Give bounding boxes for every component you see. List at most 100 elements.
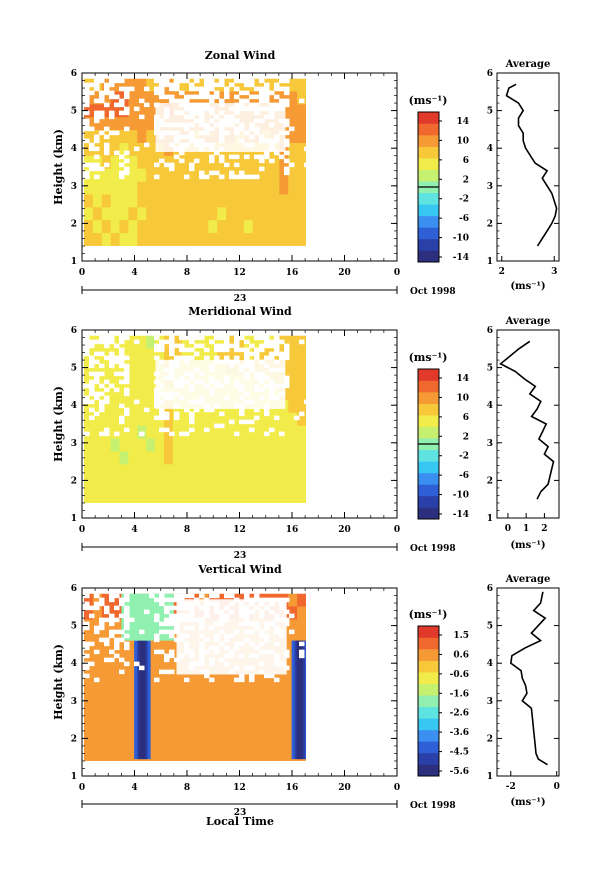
heatmap-cell — [119, 490, 129, 504]
data-gap — [234, 355, 240, 361]
heatmap-cell — [119, 207, 129, 221]
heatmap-cell — [172, 709, 183, 723]
heatmap-cell — [199, 722, 209, 736]
heatmap-cell — [279, 168, 289, 183]
heatmap-cell — [146, 657, 156, 672]
heatmap-cell — [297, 207, 307, 221]
data-gap — [254, 593, 260, 599]
heatmap-cell — [119, 748, 129, 762]
heatmap-cell — [110, 233, 121, 247]
data-gap — [279, 78, 285, 84]
heatmap-cell — [128, 748, 138, 762]
data-gap — [99, 78, 105, 84]
heatmap-cell — [252, 477, 263, 491]
data-gap — [244, 339, 250, 345]
heatmap-cell — [288, 142, 298, 157]
heatmap-cell — [146, 155, 156, 170]
data-gap — [274, 94, 280, 100]
data-gap — [84, 621, 90, 627]
heatmap-cell — [270, 722, 280, 736]
data-gap — [284, 166, 290, 172]
heatmap-cell — [137, 464, 147, 478]
data-gap — [99, 617, 105, 623]
heatmap-cell — [128, 477, 138, 491]
heatmap-cell — [199, 155, 209, 170]
data-gap — [214, 593, 220, 599]
heatmap-cell — [297, 348, 307, 362]
data-gap — [84, 431, 90, 437]
heatmap-cell — [163, 451, 174, 465]
data-gap — [214, 150, 220, 156]
heatmap-cell — [270, 438, 280, 453]
y-tick-label: 5 — [71, 364, 77, 374]
y-tick-label: 1 — [71, 514, 77, 524]
data-gap — [184, 431, 190, 437]
data-gap — [124, 375, 130, 381]
data-gap — [284, 118, 290, 124]
heatmap-cell — [128, 438, 138, 453]
data-gap — [84, 383, 90, 389]
data-gap — [124, 621, 130, 627]
x-tick-label: 20 — [338, 268, 351, 278]
profile-y-tick-label: 5 — [487, 364, 493, 374]
data-gap — [169, 431, 175, 437]
data-gap — [89, 383, 95, 389]
data-gap — [274, 82, 280, 88]
colorbar-tick-label: -2 — [459, 195, 469, 205]
data-gap — [189, 411, 195, 417]
data-gap — [84, 343, 90, 349]
colorbar-swatch — [418, 683, 439, 696]
x-tick-label: 8 — [184, 783, 190, 793]
data-gap — [189, 162, 195, 168]
data-gap — [84, 126, 90, 132]
data-gap — [94, 162, 100, 168]
data-gap — [239, 419, 245, 425]
data-gap — [109, 597, 115, 603]
heatmap-cell — [181, 207, 192, 221]
data-gap — [84, 86, 90, 92]
data-gap-region — [176, 599, 287, 675]
heatmap-cell — [110, 657, 121, 672]
profile-frame — [496, 72, 560, 262]
data-gap — [254, 174, 260, 180]
colorbar-tick-label: -6 — [459, 471, 469, 481]
data-gap — [119, 154, 125, 160]
data-gap — [219, 411, 225, 417]
heatmap-cell — [181, 670, 192, 685]
heatmap-cell — [146, 181, 156, 196]
data-gap — [109, 90, 115, 96]
y-tick-label: 5 — [71, 107, 77, 117]
heatmap-cell — [208, 490, 218, 504]
data-gap — [154, 637, 160, 643]
heatmap-cell — [190, 438, 201, 453]
heatmap-cell — [146, 387, 156, 401]
data-gap — [169, 597, 175, 603]
heatmap-cell — [172, 683, 183, 698]
heatmap-cell — [217, 91, 227, 105]
heatmap-cell — [190, 696, 201, 711]
data-gap — [209, 677, 215, 683]
data-gap — [159, 621, 165, 627]
heatmap-cell — [181, 220, 192, 234]
x-tick-label: 16 — [286, 783, 299, 793]
heatmap-cell — [243, 490, 254, 504]
data-gap — [84, 601, 90, 607]
data-gap — [169, 343, 175, 349]
profile-frame — [496, 329, 560, 519]
data-gap — [174, 355, 180, 361]
heatmap-cell — [226, 412, 236, 427]
data-gap — [169, 613, 175, 619]
data-gap — [84, 138, 90, 144]
heatmap-cell — [137, 335, 147, 350]
data-gap — [214, 343, 220, 349]
data-gap — [269, 355, 275, 361]
heatmap-cell — [92, 696, 103, 711]
heatmap-cell — [119, 78, 129, 93]
data-gap — [159, 601, 165, 607]
heatmap-cell — [92, 606, 103, 620]
heatmap-cell — [226, 233, 236, 247]
y-tick-label: 1 — [71, 257, 77, 267]
data-gap — [189, 355, 195, 361]
heatmap-cell — [119, 451, 129, 465]
heatmap-cell — [146, 464, 156, 478]
